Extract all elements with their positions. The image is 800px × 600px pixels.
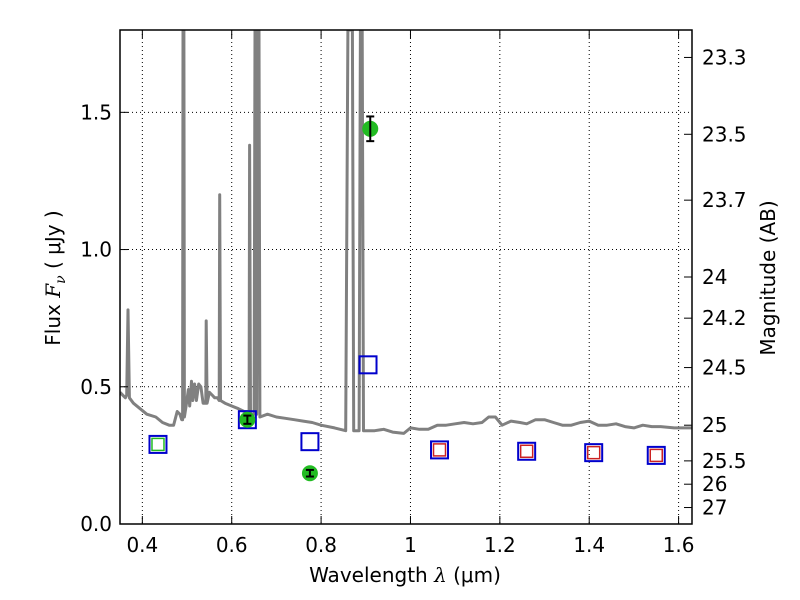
x-tick-label: 1.4 bbox=[573, 533, 605, 557]
x-axis-label: Wavelength λ (μm) bbox=[309, 563, 501, 587]
model-photometry-marker-blue bbox=[430, 440, 450, 460]
model-photometry-marker-red bbox=[519, 444, 534, 459]
y2-tick-label: 23.3 bbox=[702, 45, 747, 69]
model-photometry-marker-blue bbox=[237, 410, 257, 430]
y2-tick-label: 24.5 bbox=[702, 356, 747, 380]
y2-tick-label: 23.5 bbox=[702, 122, 747, 146]
model-photometry-marker-blue bbox=[300, 432, 320, 452]
y-axis-ticks: 0.0 0.5 1.0 1.5 bbox=[80, 100, 128, 536]
y2-tick-label: 24.2 bbox=[702, 306, 747, 330]
model-photometry-marker-blue bbox=[646, 445, 666, 465]
x-tick-label: 0.8 bbox=[305, 533, 337, 557]
model-photometry-marker-blue bbox=[148, 434, 168, 454]
y2-tick-label: 26 bbox=[702, 472, 727, 496]
x-tick-label: 0.6 bbox=[216, 533, 248, 557]
y-tick-label: 1.0 bbox=[80, 238, 112, 262]
grid bbox=[120, 30, 692, 525]
y2-tick-label: 25.5 bbox=[702, 449, 747, 473]
y2-tick-label: 25 bbox=[702, 413, 727, 437]
y-tick-label: 1.5 bbox=[80, 100, 112, 124]
y2-tick-label: 23.7 bbox=[702, 188, 747, 212]
y2-tick-label: 27 bbox=[702, 496, 727, 520]
y2-axis-label: Magnitude (AB) bbox=[756, 200, 780, 355]
plot-frame bbox=[119, 29, 693, 525]
y2-tick-label: 24 bbox=[702, 265, 727, 289]
x-tick-label: 1.6 bbox=[663, 533, 695, 557]
x-tick-label: 1 bbox=[404, 533, 417, 557]
model-spectrum-line bbox=[120, 30, 692, 435]
model-photometry-marker-blue bbox=[517, 441, 537, 461]
model-photometry-marker-red bbox=[586, 445, 601, 460]
model-photometry-marker-green bbox=[151, 437, 165, 452]
x-tick-label: 1.2 bbox=[484, 533, 516, 557]
model-photometry-marker-red bbox=[649, 448, 663, 463]
model-photometry-marker-red bbox=[432, 443, 447, 457]
model-photometry-marker-blue bbox=[358, 355, 378, 375]
y-tick-label: 0.5 bbox=[80, 375, 112, 399]
x-tick-label: 0.4 bbox=[126, 533, 158, 557]
y-axis-label: Flux Fν ( μJy ) bbox=[41, 210, 69, 345]
model-photometry-marker-blue bbox=[584, 443, 604, 463]
x-axis-ticks: 0.4 0.6 0.8 1 1.2 1.4 1.6 bbox=[126, 30, 695, 557]
y-tick-label: 0.0 bbox=[80, 512, 112, 536]
